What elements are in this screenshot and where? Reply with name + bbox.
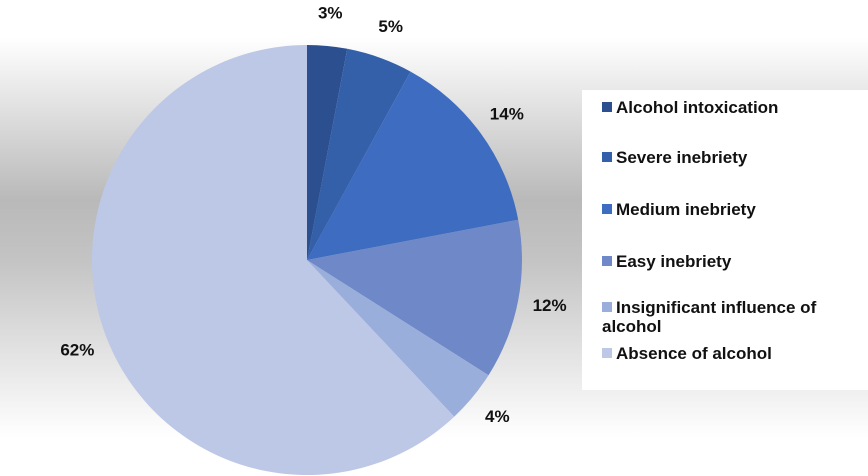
pie-slice xyxy=(307,45,348,260)
chart: 3% 5% 14% 12% 4% 62% xyxy=(60,4,567,475)
data-label: 62% xyxy=(60,340,94,359)
legend-swatch xyxy=(602,348,612,358)
data-label: 3% xyxy=(318,4,343,23)
legend-swatch xyxy=(602,256,612,266)
legend-item: Absence of alcohol xyxy=(602,344,868,363)
legend-label: Medium inebriety xyxy=(616,200,756,219)
legend-swatch xyxy=(602,204,612,214)
legend-item: Easy inebriety xyxy=(602,252,868,271)
legend-item: Insignificant influence of alcohol xyxy=(602,298,868,336)
pie-slice xyxy=(92,45,455,475)
data-label: 14% xyxy=(490,104,524,123)
pie-slice xyxy=(307,48,411,260)
legend-item: Alcohol intoxication xyxy=(602,98,868,117)
data-label: 12% xyxy=(533,296,567,315)
legend-label: Absence of alcohol xyxy=(616,344,772,363)
legend-label: Easy inebriety xyxy=(616,252,732,271)
legend-swatch xyxy=(602,102,612,112)
legend-item: Severe inebriety xyxy=(602,148,868,167)
data-label: 5% xyxy=(378,17,403,36)
data-label: 4% xyxy=(485,407,510,426)
legend-item: Medium inebriety xyxy=(602,200,868,219)
pie-slice xyxy=(307,260,489,417)
pie-slice xyxy=(307,219,522,376)
legend-swatch xyxy=(602,302,612,312)
legend-label: Severe inebriety xyxy=(616,148,748,167)
legend-label: Alcohol intoxication xyxy=(616,98,779,117)
pie-slice xyxy=(307,71,519,261)
legend-swatch xyxy=(602,152,612,162)
legend-label: Insignificant influence of alcohol xyxy=(602,298,817,336)
legend: Alcohol intoxication Severe inebriety Medi… xyxy=(582,90,868,390)
